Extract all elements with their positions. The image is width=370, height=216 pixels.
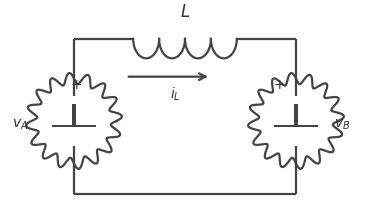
Text: $v_B$: $v_B$ [334,118,350,132]
Text: $+$: $+$ [273,78,285,92]
Text: $L$: $L$ [180,5,190,21]
Text: $i_L$: $i_L$ [171,85,181,103]
Text: $v_A$: $v_A$ [12,118,28,132]
Text: $+$: $+$ [70,78,82,92]
